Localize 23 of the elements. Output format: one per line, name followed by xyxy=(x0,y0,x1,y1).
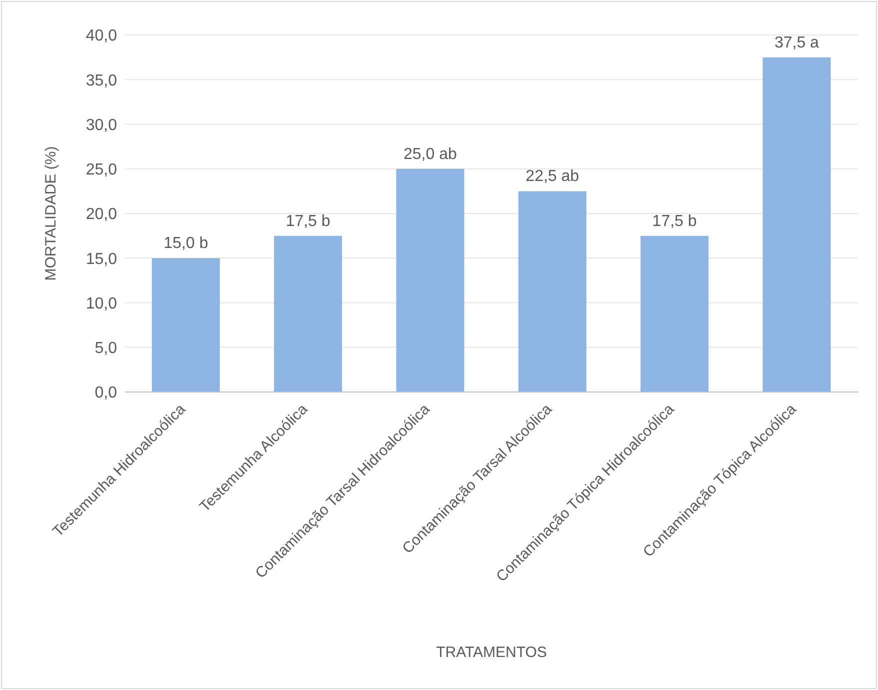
data-label: 25,0 ab xyxy=(404,146,457,163)
y-tick-label: 35,0 xyxy=(86,72,118,90)
y-tick-label: 10,0 xyxy=(86,295,118,312)
data-label: 22,5 ab xyxy=(526,168,580,186)
y-tick-label: 0,0 xyxy=(94,384,118,402)
y-tick-label: 5,0 xyxy=(94,340,118,358)
data-label: 17,5 b xyxy=(652,212,697,230)
bar xyxy=(640,236,709,392)
y-tick-label: 25,0 xyxy=(86,162,118,179)
bar xyxy=(518,191,586,392)
y-axis-title: MORTALIDADE (%) xyxy=(42,146,60,281)
y-tick-label: 20,0 xyxy=(86,206,118,224)
y-tick-label: 40,0 xyxy=(86,28,118,45)
x-axis-title: TRATAMENTOS xyxy=(436,644,547,661)
bar xyxy=(762,57,831,392)
bar xyxy=(274,236,342,392)
y-tick-label: 30,0 xyxy=(86,116,118,134)
bar xyxy=(152,258,220,392)
data-label: 17,5 b xyxy=(286,212,330,230)
bar xyxy=(396,168,464,392)
data-label: 15,0 b xyxy=(164,235,208,252)
data-label: 37,5 a xyxy=(774,34,820,52)
y-tick-label: 15,0 xyxy=(86,250,118,268)
